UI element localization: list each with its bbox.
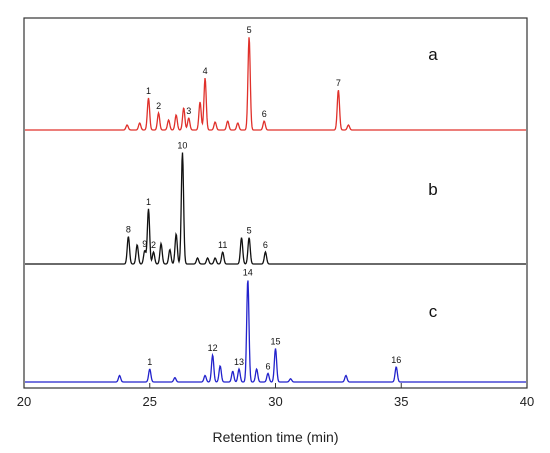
series-line-b <box>25 152 526 265</box>
peak-label: 1 <box>147 357 152 367</box>
peak-label: 13 <box>234 357 244 367</box>
peak-label: 5 <box>247 25 252 35</box>
x-tick-label: 25 <box>143 394 157 409</box>
peak-label: 3 <box>186 106 191 116</box>
series-c: 1 12 13 14 6 15 16 c <box>25 267 526 383</box>
series-a: 12 3 4 5 6 7 a <box>25 25 526 131</box>
x-tick-label: 40 <box>520 394 534 409</box>
series-line-c <box>25 280 526 383</box>
series-b: 8 9 1 2 10 11 5 6 b <box>25 140 526 265</box>
x-tick-label: 35 <box>394 394 408 409</box>
peak-label: 1 <box>146 197 151 207</box>
peak-label: 4 <box>203 66 208 76</box>
peak-label: 1 <box>146 86 151 96</box>
peak-label: 6 <box>262 109 267 119</box>
peak-label: 14 <box>243 267 253 277</box>
series-label-c: c <box>429 302 438 321</box>
peak-label: 2 <box>156 101 161 111</box>
series-label-a: a <box>428 45 438 64</box>
x-tick-label: 30 <box>268 394 282 409</box>
peak-label: 6 <box>263 240 268 250</box>
peak-label: 7 <box>336 78 341 88</box>
peak-label: 9 <box>142 239 147 249</box>
plot-frame <box>23 17 528 389</box>
peak-label: 16 <box>391 355 401 365</box>
series-line-a <box>25 37 526 131</box>
x-axis: 20 25 30 35 40 <box>17 383 534 409</box>
peak-label: 12 <box>208 343 218 353</box>
peak-label: 15 <box>270 337 280 347</box>
peak-label: 5 <box>247 226 252 236</box>
peak-label: 10 <box>177 140 187 150</box>
peak-label: 11 <box>218 240 227 250</box>
peak-label: 6 <box>265 361 270 371</box>
peak-label: 2 <box>151 240 156 250</box>
peak-label: 8 <box>126 224 131 234</box>
x-tick-label: 20 <box>17 394 31 409</box>
x-axis-title: Retention time (min) <box>212 429 338 445</box>
series-label-b: b <box>428 180 437 199</box>
